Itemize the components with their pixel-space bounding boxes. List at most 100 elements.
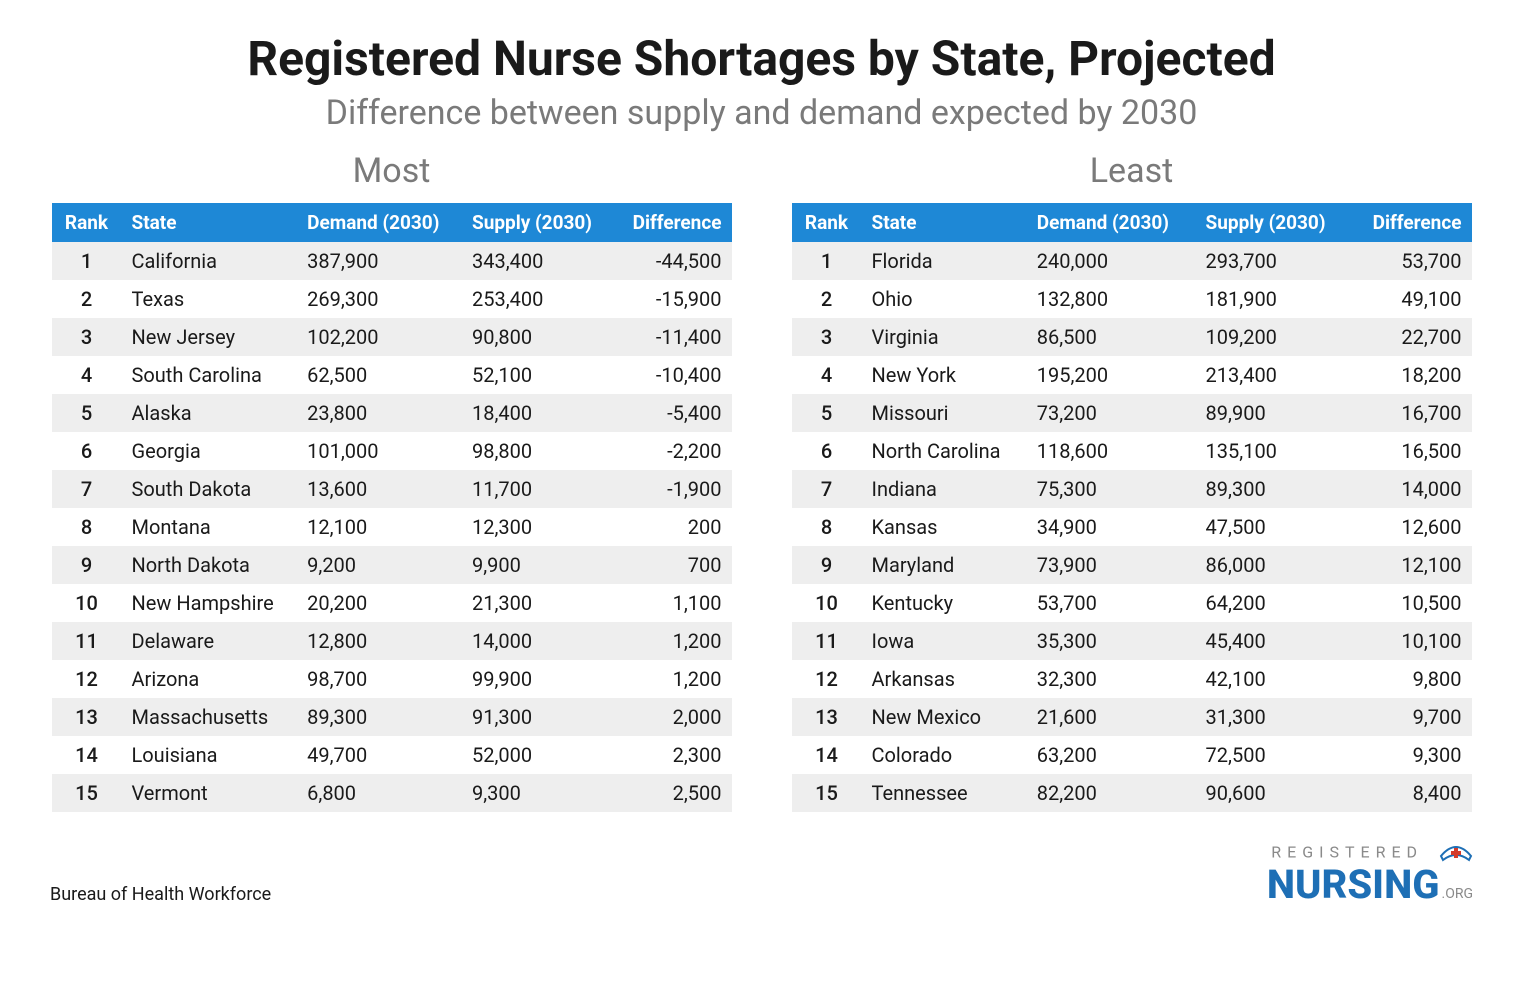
rank-cell: 3 (52, 318, 122, 356)
logo-main-text: NURSING (1267, 865, 1440, 905)
rank-cell: 4 (792, 356, 862, 394)
table-row: 8Montana12,10012,300200 (52, 508, 732, 546)
state-cell: Texas (122, 280, 298, 318)
rank-cell: 12 (52, 660, 122, 698)
supply-cell: 135,100 (1196, 432, 1351, 470)
col-difference: Difference (1351, 203, 1472, 242)
difference-cell: 1,200 (614, 622, 732, 660)
source-text: Bureau of Health Workforce (50, 884, 271, 905)
col-supply: Supply (2030) (1196, 203, 1351, 242)
least-table-title: Least (792, 151, 1472, 191)
difference-cell: 200 (614, 508, 732, 546)
rank-cell: 6 (52, 432, 122, 470)
page-title: Registered Nurse Shortages by State, Pro… (40, 30, 1483, 87)
demand-cell: 269,300 (297, 280, 462, 318)
demand-cell: 13,600 (297, 470, 462, 508)
difference-cell: -5,400 (614, 394, 732, 432)
difference-cell: 9,300 (1351, 736, 1472, 774)
state-cell: Missouri (862, 394, 1027, 432)
most-table: Rank State Demand (2030) Supply (2030) D… (52, 203, 732, 812)
difference-cell: 1,100 (614, 584, 732, 622)
demand-cell: 118,600 (1027, 432, 1196, 470)
state-cell: Indiana (862, 470, 1027, 508)
difference-cell: 53,700 (1351, 242, 1472, 280)
difference-cell: -2,200 (614, 432, 732, 470)
supply-cell: 12,300 (462, 508, 614, 546)
table-row: 12Arkansas32,30042,1009,800 (792, 660, 1472, 698)
state-cell: New Mexico (862, 698, 1027, 736)
difference-cell: -15,900 (614, 280, 732, 318)
state-cell: Arizona (122, 660, 298, 698)
rank-cell: 12 (792, 660, 862, 698)
table-row: 13New Mexico21,60031,3009,700 (792, 698, 1472, 736)
rank-cell: 2 (792, 280, 862, 318)
rank-cell: 4 (52, 356, 122, 394)
rank-cell: 5 (52, 394, 122, 432)
supply-cell: 89,900 (1196, 394, 1351, 432)
rank-cell: 2 (52, 280, 122, 318)
most-table-block: Most Rank State Demand (2030) Supply (20… (52, 151, 732, 812)
difference-cell: 14,000 (1351, 470, 1472, 508)
supply-cell: 52,100 (462, 356, 614, 394)
supply-cell: 90,800 (462, 318, 614, 356)
difference-cell: 2,000 (614, 698, 732, 736)
tables-container: Most Rank State Demand (2030) Supply (20… (40, 151, 1483, 812)
rank-cell: 15 (792, 774, 862, 812)
difference-cell: -1,900 (614, 470, 732, 508)
state-cell: California (122, 242, 298, 280)
rank-cell: 5 (792, 394, 862, 432)
nurse-cap-icon (1439, 842, 1473, 865)
demand-cell: 387,900 (297, 242, 462, 280)
rank-cell: 7 (792, 470, 862, 508)
state-cell: Georgia (122, 432, 298, 470)
supply-cell: 181,900 (1196, 280, 1351, 318)
supply-cell: 72,500 (1196, 736, 1351, 774)
difference-cell: -10,400 (614, 356, 732, 394)
least-table-block: Least Rank State Demand (2030) Supply (2… (792, 151, 1472, 812)
difference-cell: 49,100 (1351, 280, 1472, 318)
col-state: State (862, 203, 1027, 242)
table-row: 1Florida240,000293,70053,700 (792, 242, 1472, 280)
table-row: 14Louisiana49,70052,0002,300 (52, 736, 732, 774)
difference-cell: 1,200 (614, 660, 732, 698)
difference-cell: -11,400 (614, 318, 732, 356)
difference-cell: 2,300 (614, 736, 732, 774)
rank-cell: 8 (52, 508, 122, 546)
state-cell: Kentucky (862, 584, 1027, 622)
col-state: State (122, 203, 298, 242)
supply-cell: 293,700 (1196, 242, 1351, 280)
supply-cell: 99,900 (462, 660, 614, 698)
table-row: 5Missouri73,20089,90016,700 (792, 394, 1472, 432)
demand-cell: 32,300 (1027, 660, 1196, 698)
least-table: Rank State Demand (2030) Supply (2030) D… (792, 203, 1472, 812)
col-supply: Supply (2030) (462, 203, 614, 242)
state-cell: New Hampshire (122, 584, 298, 622)
state-cell: South Carolina (122, 356, 298, 394)
demand-cell: 73,900 (1027, 546, 1196, 584)
rank-cell: 14 (792, 736, 862, 774)
table-row: 1California387,900343,400-44,500 (52, 242, 732, 280)
demand-cell: 86,500 (1027, 318, 1196, 356)
table-row: 2Texas269,300253,400-15,900 (52, 280, 732, 318)
table-row: 7South Dakota13,60011,700-1,900 (52, 470, 732, 508)
rank-cell: 6 (792, 432, 862, 470)
supply-cell: 9,300 (462, 774, 614, 812)
demand-cell: 49,700 (297, 736, 462, 774)
state-cell: Kansas (862, 508, 1027, 546)
supply-cell: 109,200 (1196, 318, 1351, 356)
state-cell: Vermont (122, 774, 298, 812)
state-cell: North Dakota (122, 546, 298, 584)
table-row: 15Vermont6,8009,3002,500 (52, 774, 732, 812)
col-demand: Demand (2030) (297, 203, 462, 242)
difference-cell: -44,500 (614, 242, 732, 280)
demand-cell: 195,200 (1027, 356, 1196, 394)
difference-cell: 2,500 (614, 774, 732, 812)
col-difference: Difference (614, 203, 732, 242)
demand-cell: 35,300 (1027, 622, 1196, 660)
supply-cell: 52,000 (462, 736, 614, 774)
supply-cell: 9,900 (462, 546, 614, 584)
table-row: 3Virginia86,500109,20022,700 (792, 318, 1472, 356)
difference-cell: 16,700 (1351, 394, 1472, 432)
rank-cell: 13 (792, 698, 862, 736)
supply-cell: 91,300 (462, 698, 614, 736)
